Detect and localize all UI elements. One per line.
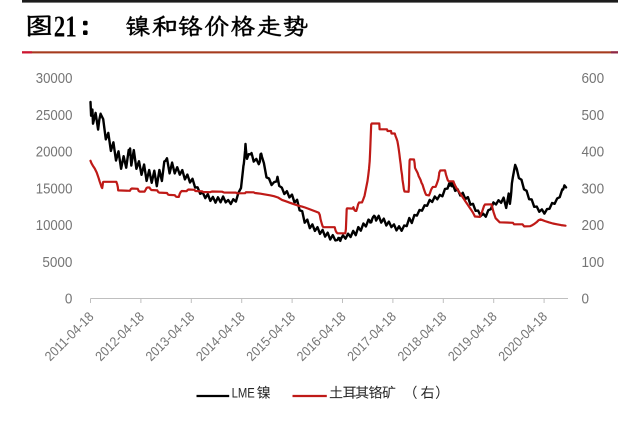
svg-text:30000: 30000 — [36, 71, 73, 87]
svg-text:25000: 25000 — [36, 108, 73, 124]
svg-text:200: 200 — [582, 218, 605, 234]
svg-text:400: 400 — [582, 145, 605, 161]
svg-text:10000: 10000 — [36, 218, 73, 234]
svg-text:20000: 20000 — [36, 145, 73, 161]
svg-text:LME: LME — [232, 385, 255, 400]
svg-text:5000: 5000 — [42, 255, 72, 271]
svg-text:15000: 15000 — [36, 181, 73, 197]
svg-text:600: 600 — [582, 71, 605, 87]
svg-text:300: 300 — [582, 181, 605, 197]
svg-text:0: 0 — [65, 292, 73, 308]
svg-text:500: 500 — [582, 108, 605, 124]
svg-text:0: 0 — [582, 292, 590, 308]
svg-text:100: 100 — [582, 255, 605, 271]
svg-text:21: 21 — [54, 9, 77, 44]
